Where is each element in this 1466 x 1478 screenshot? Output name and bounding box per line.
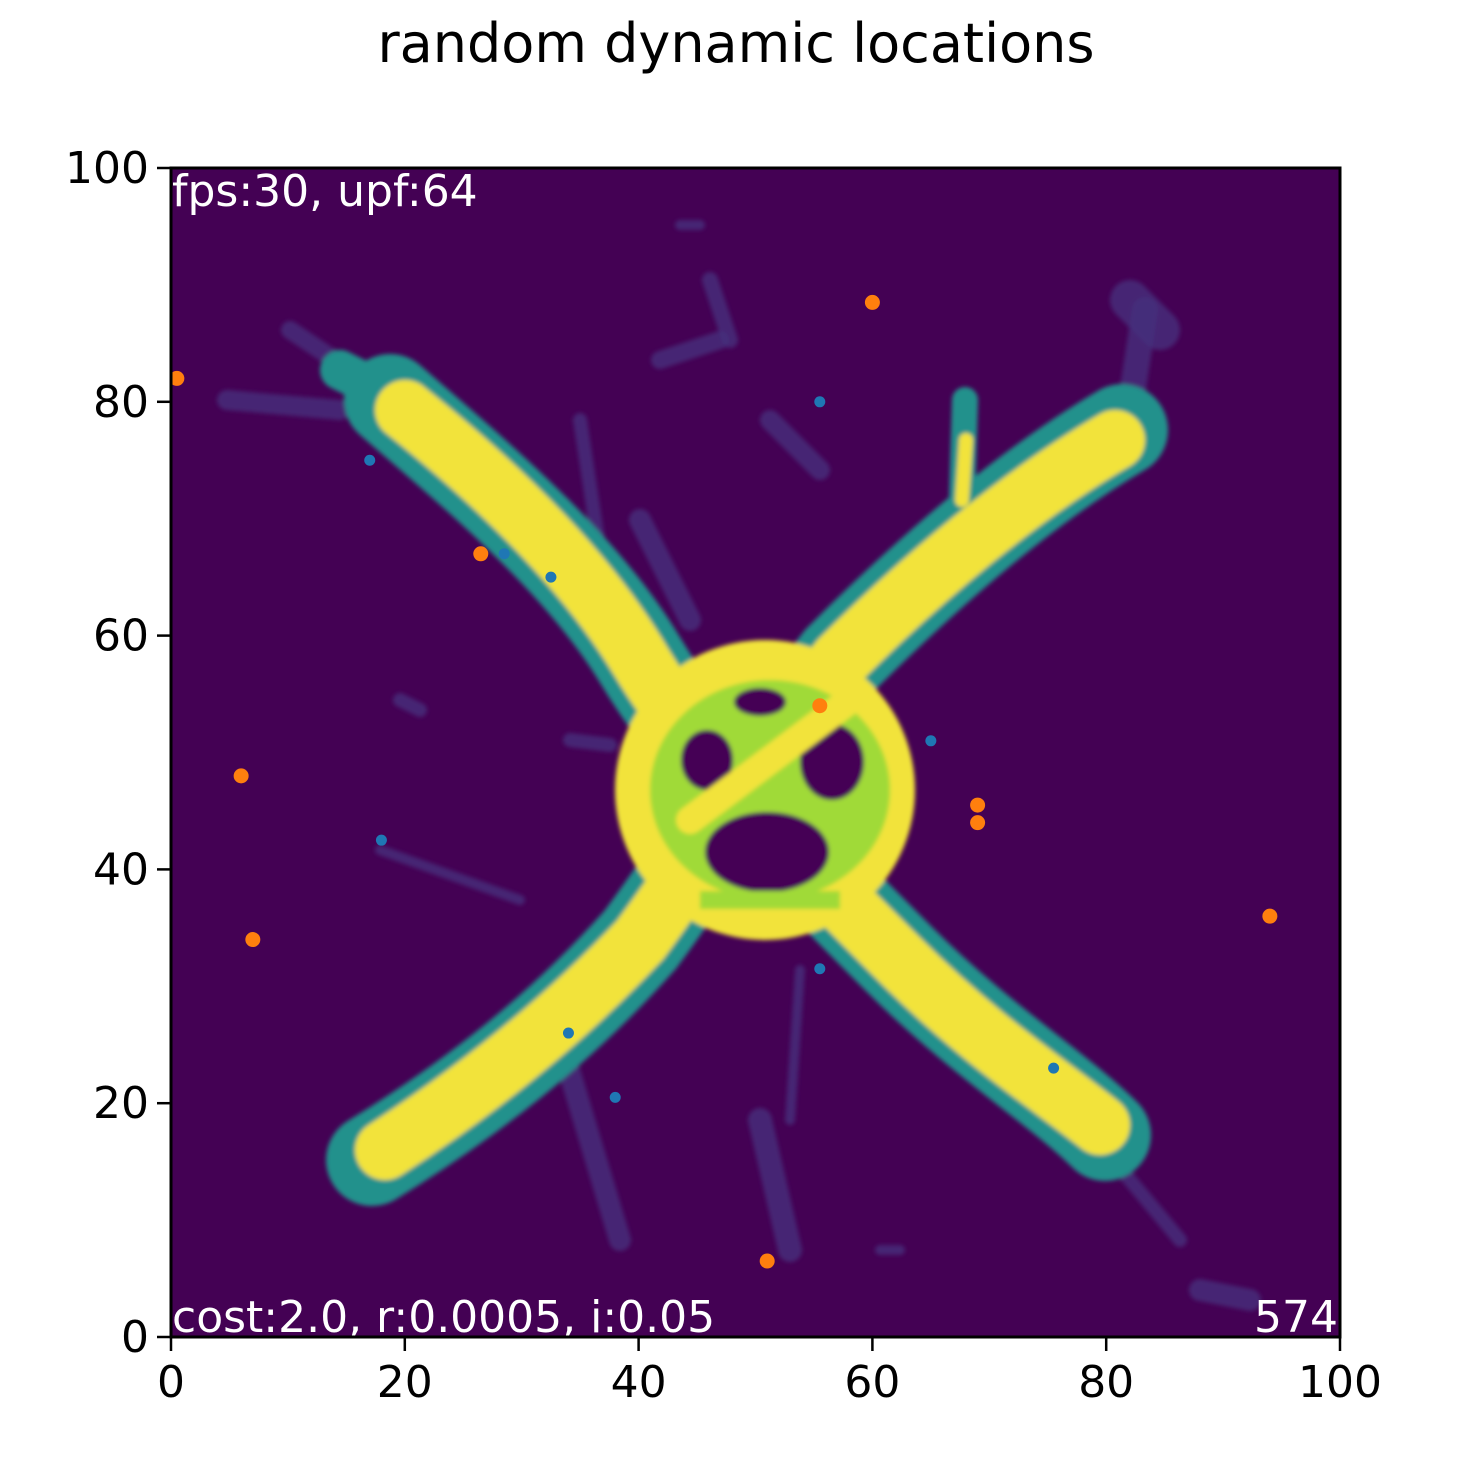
y-tick-label: 40 — [93, 844, 149, 895]
y-tick-label: 60 — [93, 611, 149, 662]
scatter-point — [864, 294, 880, 310]
scatter-point — [562, 1027, 574, 1039]
y-tick-label: 100 — [65, 143, 149, 194]
faint-trail — [393, 693, 427, 717]
annotation-top-left: fps:30, upf:64 — [172, 166, 478, 217]
y-tick-label: 80 — [93, 377, 149, 428]
hub-hole — [705, 812, 829, 892]
annotation-bottom-right: 574 — [1254, 1292, 1338, 1343]
x-tick-label: 60 — [844, 1357, 900, 1408]
scatter-point — [375, 834, 387, 846]
scatter-point — [473, 546, 489, 562]
y-tick-label: 0 — [121, 1312, 149, 1363]
faint-trail — [629, 509, 701, 631]
scatter-point — [925, 735, 937, 747]
hub-cross-strand — [676, 686, 864, 834]
faint-trail — [702, 272, 738, 348]
scatter-point — [364, 454, 376, 466]
faint-trail — [1189, 1279, 1261, 1311]
faint-trail — [651, 331, 729, 369]
plot-frame — [169, 166, 1342, 1339]
scatter-point — [1048, 1062, 1060, 1074]
faint-trail — [549, 1029, 631, 1251]
faint-trail — [375, 845, 525, 905]
scatter-point — [545, 571, 557, 583]
faint-trail — [785, 965, 805, 1125]
scatter-point — [1262, 908, 1278, 924]
faint-trails — [217, 220, 1261, 1311]
x-tick-label: 40 — [611, 1357, 667, 1408]
scatter-series-orange — [171, 294, 1278, 1269]
x-tick-label: 100 — [1298, 1357, 1382, 1408]
scatter-point — [970, 815, 986, 831]
x-tick-label: 0 — [157, 1357, 185, 1408]
scatter-point — [498, 548, 510, 560]
annotation-bottom-left: cost:2.0, r:0.0005, i:0.05 — [172, 1292, 715, 1343]
x-tick-label: 80 — [1078, 1357, 1134, 1408]
hub-hole — [734, 688, 786, 716]
scatter-point — [245, 932, 261, 948]
scatter-layer — [171, 294, 1278, 1269]
x-tick-label: 20 — [377, 1357, 433, 1408]
scatter-point — [233, 768, 249, 784]
x-axis: 0 20 40 60 80 100 — [157, 1337, 1382, 1408]
faint-trail — [563, 733, 617, 752]
scatter-point — [814, 396, 826, 408]
scatter-point — [812, 698, 828, 714]
plot-area: fps:30, upf:64 cost:2.0, r:0.0005, i:0.0… — [169, 166, 1342, 1343]
y-axis: 0 20 40 60 80 100 — [65, 143, 171, 1363]
scatter-series-blue — [364, 396, 1060, 1103]
scatter-point — [759, 1253, 775, 1269]
scatter-point — [609, 1091, 621, 1103]
hub-hole — [681, 730, 733, 790]
heatmap-trails — [217, 220, 1261, 1311]
scatter-point — [171, 370, 185, 386]
chart-title: random dynamic locations — [377, 12, 1094, 75]
faint-trail — [217, 390, 350, 420]
scatter-point — [970, 797, 986, 813]
faint-trail — [748, 1108, 802, 1262]
y-tick-label: 20 — [93, 1078, 149, 1129]
central-hub — [615, 640, 915, 940]
main-strand — [955, 433, 973, 507]
faint-trail — [760, 410, 830, 480]
scatter-point — [814, 963, 826, 975]
